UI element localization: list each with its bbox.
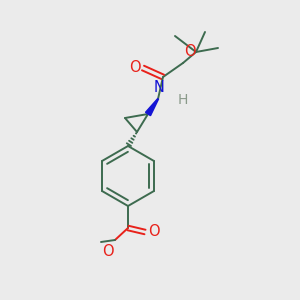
Text: O: O [148,224,160,238]
Text: O: O [184,44,196,59]
Text: O: O [102,244,114,259]
Polygon shape [146,99,158,116]
Text: N: N [154,80,164,95]
Text: O: O [129,59,141,74]
Text: H: H [178,93,188,107]
